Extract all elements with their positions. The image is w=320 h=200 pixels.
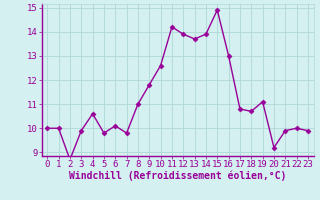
X-axis label: Windchill (Refroidissement éolien,°C): Windchill (Refroidissement éolien,°C) <box>69 171 286 181</box>
